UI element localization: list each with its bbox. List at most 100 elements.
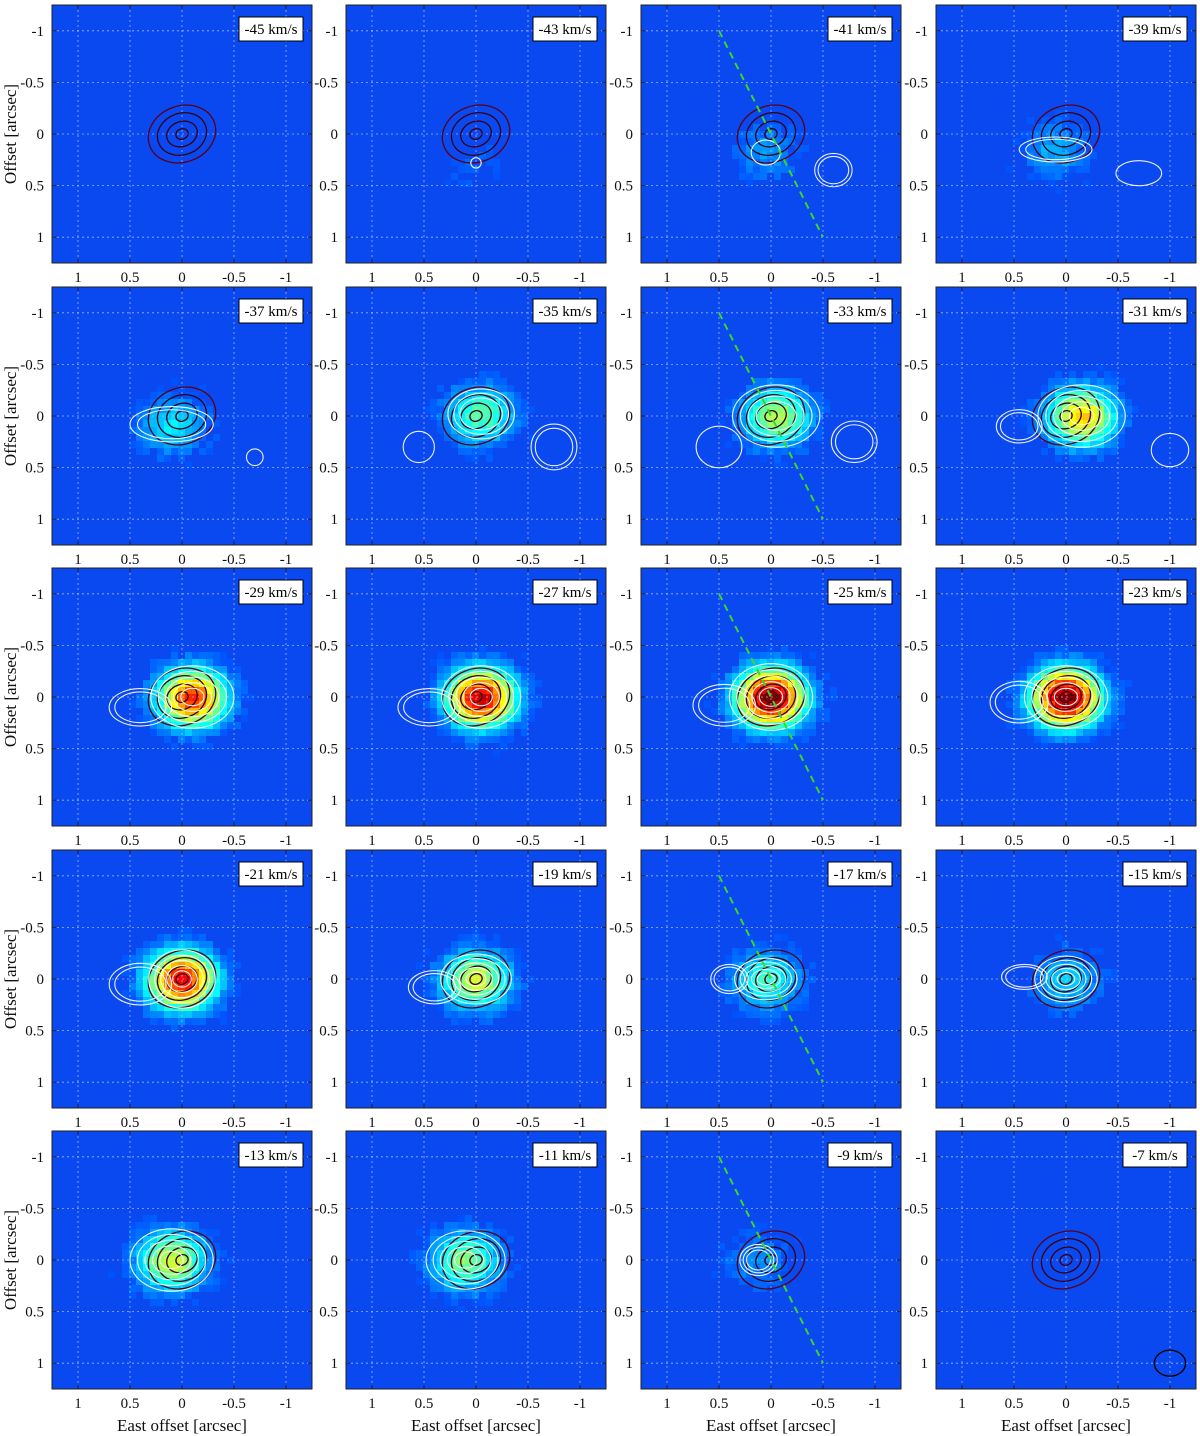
y-tick-label: -0.5 <box>314 1201 338 1217</box>
y-tick-label: -0.5 <box>904 1201 928 1217</box>
x-tick-label: 0 <box>178 552 186 568</box>
emission-contours <box>407 953 512 1005</box>
y-tick-label: -0.5 <box>20 920 44 936</box>
x-tick-label: 0 <box>178 1115 186 1131</box>
y-tick-label: 0.5 <box>909 1024 928 1040</box>
y-tick-label: -0.5 <box>20 357 44 373</box>
y-tick-label: 1 <box>626 230 634 246</box>
x-tick-label: -1 <box>869 1396 882 1412</box>
y-tick-label: 0 <box>626 690 634 706</box>
svg-text:-23 km/s: -23 km/s <box>1129 585 1182 601</box>
y-tick-label: 0 <box>37 1253 45 1269</box>
emission-map <box>1006 645 1132 750</box>
x-tick-label: 0 <box>472 1115 480 1131</box>
y-tick-label: 0.5 <box>909 179 928 195</box>
emission-contours <box>692 663 814 731</box>
channel-panel: -11 km/s -1 -0.5 0 0.5 1 1 0.5 0 -0.5 -1 <box>314 1130 607 1412</box>
velocity-label: -37 km/s <box>238 298 304 324</box>
y-tick-label: 0 <box>626 1253 634 1269</box>
y-tick-label: 1 <box>331 793 339 809</box>
y-tick-label: -1 <box>916 587 929 603</box>
velocity-label: -17 km/s <box>827 861 893 887</box>
x-tick-label: 1 <box>663 552 671 568</box>
x-tick-label: 1 <box>958 833 966 849</box>
x-tick-label: 0.5 <box>415 1396 434 1412</box>
y-tick-label: -0.5 <box>20 638 44 654</box>
y-tick-label: 1 <box>37 1075 45 1091</box>
y-tick-label: -1 <box>32 587 45 603</box>
y-tick-label: 1 <box>921 1356 929 1372</box>
y-tick-label: -1 <box>621 587 634 603</box>
y-tick-label: 0 <box>626 409 634 425</box>
x-tick-label: 0 <box>472 270 480 286</box>
y-axis-label: Offset [arcsec] <box>1 929 20 1029</box>
x-tick-label: -1 <box>869 270 882 286</box>
channel-panel: -39 km/s -1 -0.5 0 0.5 1 1 0.5 0 -0.5 -1 <box>904 4 1197 286</box>
x-tick-label: 1 <box>663 1115 671 1131</box>
y-tick-label: 1 <box>331 230 339 246</box>
y-tick-label: -1 <box>916 1150 929 1166</box>
svg-text:-35 km/s: -35 km/s <box>539 304 592 320</box>
velocity-label: -35 km/s <box>532 298 598 324</box>
x-tick-label: -0.5 <box>811 1396 835 1412</box>
emission-contours <box>1018 136 1163 187</box>
x-tick-label: -1 <box>574 552 587 568</box>
y-tick-label: 1 <box>331 1356 339 1372</box>
x-tick-label: -0.5 <box>516 1115 540 1131</box>
x-axis-label: East offset [arcsec] <box>706 1416 836 1435</box>
y-tick-label: 0.5 <box>319 179 338 195</box>
x-tick-label: 0.5 <box>1005 1396 1024 1412</box>
x-tick-label: 0 <box>1062 552 1070 568</box>
x-tick-label: 0 <box>178 833 186 849</box>
x-axis-label: East offset [arcsec] <box>117 1416 247 1435</box>
y-tick-label: -0.5 <box>609 357 633 373</box>
x-tick-label: 1 <box>958 552 966 568</box>
svg-text:-27 km/s: -27 km/s <box>539 585 592 601</box>
x-tick-label: 0 <box>472 552 480 568</box>
channel-panel: -23 km/s -1 -0.5 0 0.5 1 1 0.5 0 -0.5 -1 <box>904 567 1197 849</box>
grid <box>936 1131 1196 1389</box>
x-tick-label: -1 <box>869 833 882 849</box>
y-tick-label: -0.5 <box>609 920 633 936</box>
x-tick-label: 1 <box>368 552 376 568</box>
svg-text:-17 km/s: -17 km/s <box>834 867 887 883</box>
svg-text:-11 km/s: -11 km/s <box>539 1148 592 1164</box>
continuum-contours <box>441 386 511 446</box>
grid <box>346 287 606 545</box>
y-axis-label: Offset [arcsec] <box>1 647 20 747</box>
y-tick-label: 0 <box>331 1253 339 1269</box>
velocity-label: -15 km/s <box>1122 861 1188 887</box>
x-tick-label: -0.5 <box>222 552 246 568</box>
emission-contours <box>402 388 578 471</box>
x-tick-label: -0.5 <box>516 1396 540 1412</box>
x-tick-label: 0.5 <box>710 270 729 286</box>
x-tick-label: 0 <box>1062 270 1070 286</box>
svg-text:-15 km/s: -15 km/s <box>1129 867 1182 883</box>
x-tick-label: -0.5 <box>1106 552 1130 568</box>
x-tick-label: 0 <box>767 552 775 568</box>
y-tick-label: 1 <box>921 1075 929 1091</box>
x-tick-label: 1 <box>74 1396 82 1412</box>
grid <box>52 850 312 1108</box>
x-tick-label: 0.5 <box>415 552 434 568</box>
x-tick-label: -1 <box>280 1115 293 1131</box>
x-tick-label: 0 <box>767 833 775 849</box>
x-tick-label: -0.5 <box>1106 1115 1130 1131</box>
x-tick-label: 0.5 <box>710 833 729 849</box>
grid <box>936 5 1196 263</box>
y-tick-label: 1 <box>626 793 634 809</box>
y-tick-label: 1 <box>37 512 45 528</box>
x-tick-label: 1 <box>368 270 376 286</box>
y-tick-label: 1 <box>331 1075 339 1091</box>
x-tick-label: 0.5 <box>1005 833 1024 849</box>
channel-panel: -27 km/s -1 -0.5 0 0.5 1 1 0.5 0 -0.5 -1 <box>314 567 607 849</box>
y-tick-label: 0 <box>921 409 929 425</box>
grid <box>346 1131 606 1389</box>
y-tick-label: -0.5 <box>904 920 928 936</box>
x-tick-label: -1 <box>574 1115 587 1131</box>
x-tick-label: 0.5 <box>121 1396 140 1412</box>
channel-panel: -41 km/s -1 -0.5 0 0.5 1 1 0.5 0 -0.5 -1 <box>609 4 902 286</box>
x-tick-label: 0.5 <box>121 552 140 568</box>
x-tick-label: 0.5 <box>121 1115 140 1131</box>
beam-ellipse <box>1153 1349 1187 1377</box>
